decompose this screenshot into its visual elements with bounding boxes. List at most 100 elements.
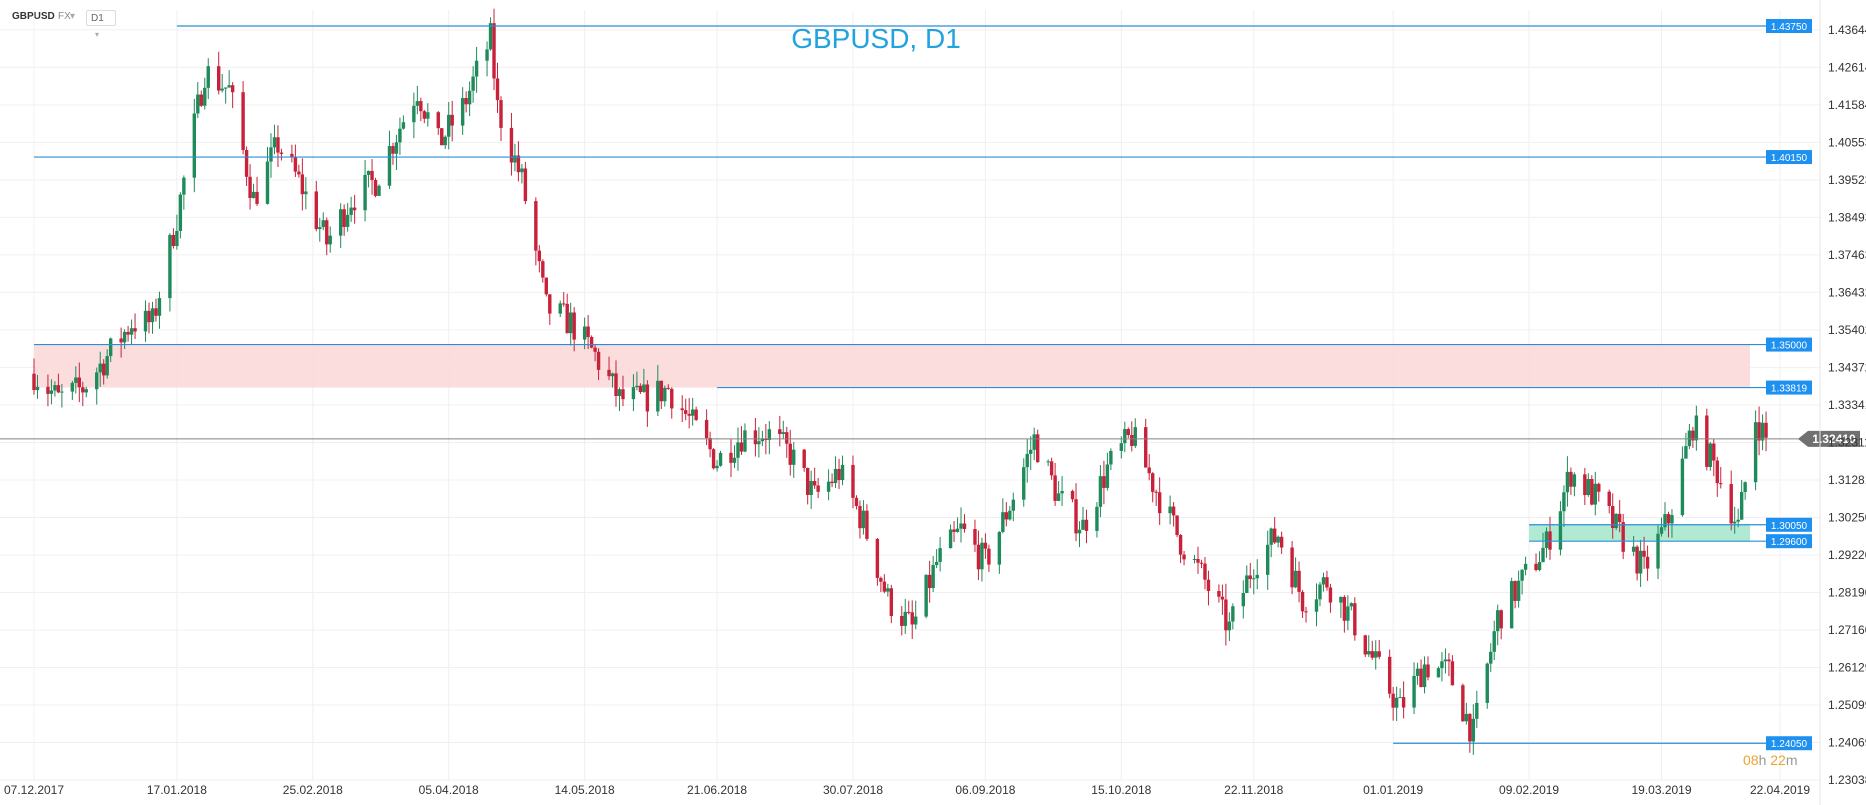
candle-body: [1499, 610, 1503, 629]
candle: [1541, 532, 1545, 563]
candle-body: [1255, 574, 1259, 579]
candle-body: [150, 308, 155, 323]
candle: [436, 110, 440, 135]
candle: [1401, 681, 1406, 719]
candle-body: [739, 442, 744, 452]
candle-body: [973, 529, 977, 545]
candle: [900, 606, 904, 636]
candle-body: [1492, 631, 1496, 652]
candle: [854, 495, 859, 510]
candle: [948, 524, 953, 549]
candle-body: [955, 528, 960, 532]
market-dropdown-icon[interactable]: ▾: [70, 11, 76, 22]
candle: [1119, 436, 1124, 459]
candle: [1562, 485, 1566, 528]
candle-body: [680, 408, 684, 411]
candle-body: [471, 76, 475, 91]
candle-body: [314, 191, 318, 230]
candle: [168, 233, 172, 312]
candle-body: [931, 565, 935, 589]
candle: [1419, 659, 1423, 688]
level-label: 1.33819: [1771, 384, 1808, 395]
candle-body: [1670, 515, 1674, 524]
candle-body: [631, 387, 636, 400]
candle: [837, 458, 841, 490]
candle-body: [1035, 434, 1040, 463]
candle: [192, 98, 197, 193]
candle-body: [1346, 606, 1350, 621]
candle: [314, 180, 318, 232]
candle-body: [1199, 562, 1204, 564]
candle: [1642, 536, 1646, 569]
candle-body: [1464, 713, 1469, 722]
candle: [1346, 595, 1350, 631]
candle: [757, 427, 761, 458]
candle: [1109, 448, 1113, 471]
candle-body: [419, 101, 423, 112]
candle: [1157, 477, 1162, 525]
candle: [98, 351, 102, 387]
candle-body: [373, 180, 378, 196]
candle: [1593, 471, 1597, 516]
candle: [983, 533, 988, 559]
candle-body: [1572, 474, 1577, 487]
candle: [1534, 553, 1538, 572]
candle-body: [1175, 515, 1179, 536]
candle: [1318, 581, 1322, 607]
candle: [74, 366, 78, 394]
candle-body: [1276, 536, 1280, 543]
candle: [1450, 655, 1455, 686]
candle: [1422, 656, 1427, 694]
candle-body: [1631, 546, 1636, 552]
candle: [1144, 418, 1148, 468]
candle: [1321, 572, 1326, 592]
candle-body: [122, 331, 127, 343]
candle-body: [1171, 506, 1176, 516]
candle: [1520, 569, 1524, 595]
candle-body: [1196, 558, 1200, 563]
y-tick-label: 1.36432: [1828, 285, 1866, 299]
candle-body: [1715, 460, 1719, 484]
candle: [617, 387, 622, 412]
candle-body: [1147, 467, 1151, 474]
candle-body: [241, 92, 245, 150]
candle: [1670, 509, 1674, 538]
candle-body: [509, 127, 514, 163]
candle: [1475, 690, 1479, 728]
y-tick-label: 1.24069: [1828, 736, 1866, 750]
y-tick-label: 1.39523: [1828, 173, 1866, 187]
candle-body: [1206, 579, 1211, 592]
candle-body: [1729, 484, 1733, 524]
candle-body: [467, 90, 472, 105]
candle-body: [1279, 536, 1284, 548]
candle: [1199, 559, 1204, 569]
candle: [614, 360, 618, 407]
candle: [1509, 577, 1514, 629]
candle-body: [251, 191, 256, 198]
candle: [1203, 556, 1207, 590]
y-tick-label: 1.25099: [1828, 698, 1866, 712]
candle: [133, 313, 137, 339]
timeframe-selector[interactable]: D1 ▾: [86, 10, 116, 39]
candle-body: [464, 98, 468, 105]
candle: [325, 217, 329, 256]
candle-body: [1349, 603, 1354, 607]
candle-body: [1659, 527, 1664, 534]
candle-body: [1157, 492, 1162, 514]
candle-body: [1468, 713, 1472, 742]
candle-body: [1266, 544, 1270, 575]
candle-body: [948, 529, 953, 549]
candle: [1105, 452, 1110, 491]
candle-body: [1105, 464, 1110, 488]
candle-body: [35, 386, 40, 391]
candle: [1178, 534, 1183, 564]
candle: [931, 556, 935, 592]
candle-body: [1008, 510, 1012, 520]
candle: [1290, 541, 1294, 595]
candle: [694, 406, 698, 422]
candle: [690, 397, 695, 426]
candle: [802, 448, 806, 472]
candle: [1387, 649, 1392, 699]
